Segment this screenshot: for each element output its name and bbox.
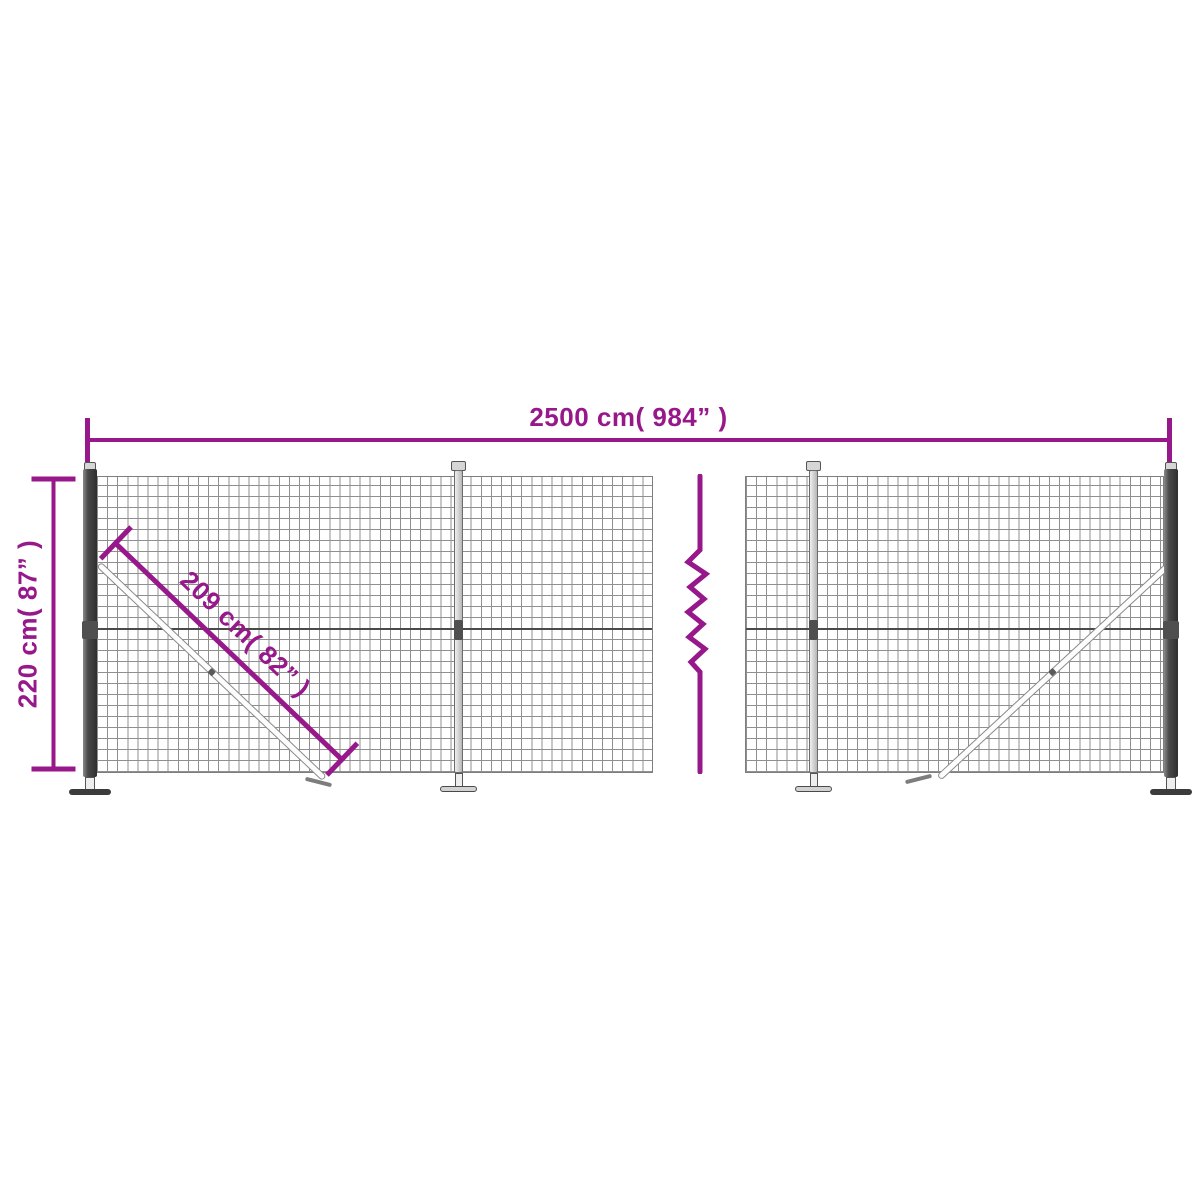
intermediate-post-left-clamp	[454, 620, 463, 640]
mesh-mid-wire-left	[97, 628, 652, 630]
width-dimension: 2500 cm( 984” )	[85, 402, 1172, 462]
intermediate-post-left-flange-foot	[440, 786, 477, 792]
width-dimension-line	[85, 438, 1172, 442]
intermediate-post-right-flange-foot	[795, 786, 832, 792]
height-dimension-label: 220 cm( 87” )	[12, 539, 43, 709]
intermediate-post-right-stem	[810, 773, 818, 787]
width-dimension-end-tick	[1167, 418, 1172, 462]
break-continuation-symbol	[684, 474, 711, 774]
end-post-right-clamp	[1163, 621, 1179, 639]
mesh-panel-left	[96, 476, 653, 773]
height-dimension-end-tick	[31, 476, 76, 482]
mesh-mid-wire-right	[746, 628, 1163, 630]
intermediate-post-left-stem	[455, 773, 463, 787]
brace-right-foot	[904, 773, 933, 785]
intermediate-post-right-clamp	[809, 620, 818, 640]
end-post-right-flange-foot	[1150, 789, 1192, 795]
end-post-left-clamp	[82, 621, 98, 639]
height-dimension: 220 cm( 87” )	[13, 476, 76, 772]
end-post-left-flange-foot	[69, 789, 111, 795]
width-dimension-label: 2500 cm( 984” )	[529, 402, 728, 432]
height-dimension-line	[51, 476, 56, 772]
